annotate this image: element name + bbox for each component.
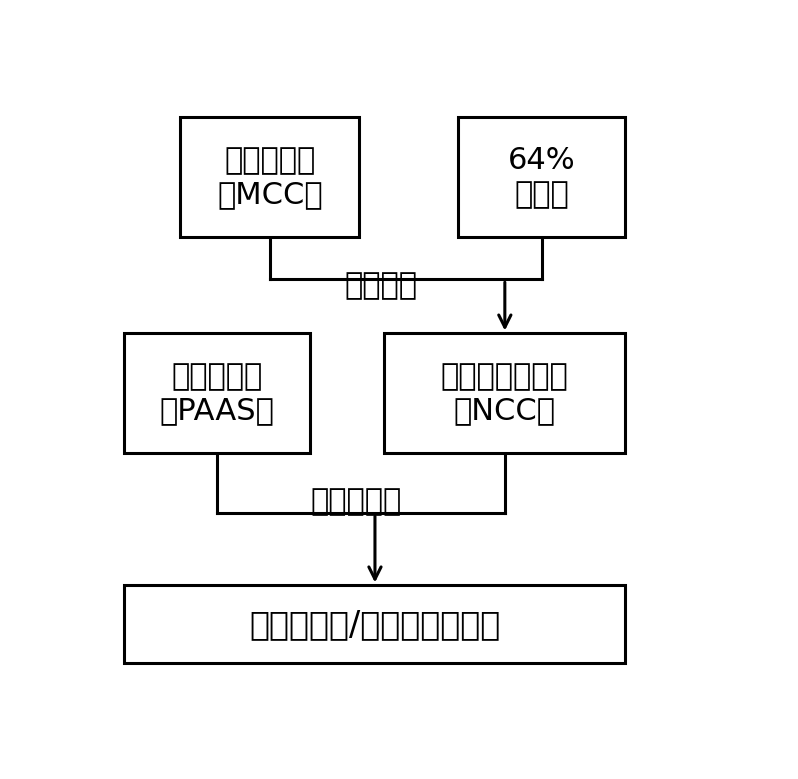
Bar — [180, 118, 359, 238]
Text: 聚丙烯酸钠/纳米微晶纤维素: 聚丙烯酸钠/纳米微晶纤维素 — [249, 608, 500, 641]
Text: 物理混合法: 物理混合法 — [310, 487, 402, 516]
Text: 聚丙烯酸钠
（PAAS）: 聚丙烯酸钠 （PAAS） — [160, 362, 275, 425]
Bar — [458, 118, 626, 238]
Text: 微晶纤维素
（MCC）: 微晶纤维素 （MCC） — [217, 146, 322, 209]
Bar — [124, 585, 626, 664]
Text: 64%
浓硫酸: 64% 浓硫酸 — [508, 146, 575, 209]
Bar — [385, 333, 626, 453]
Text: 酸水解法: 酸水解法 — [345, 271, 417, 300]
Text: 纳米微晶纤维素
（NCC）: 纳米微晶纤维素 （NCC） — [441, 362, 569, 425]
Bar — [124, 333, 310, 453]
